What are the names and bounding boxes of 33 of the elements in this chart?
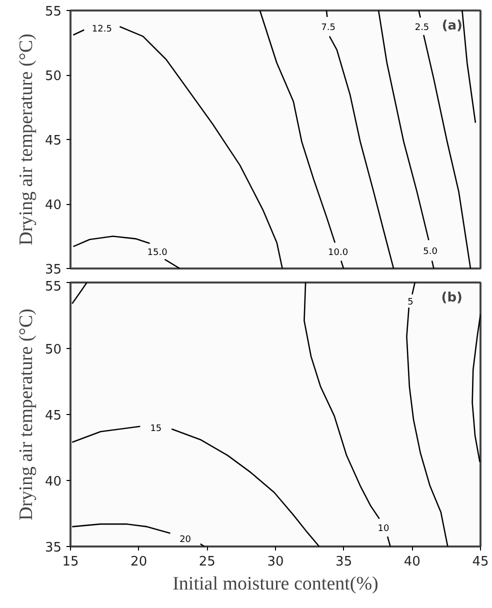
y-axis-title: Drying air temperature (°C): [16, 308, 37, 520]
y-tick-label: 50: [44, 69, 62, 84]
annotation: (b): [441, 290, 463, 306]
y-tick-label: 35: [44, 262, 62, 278]
x-tick-label: 35: [336, 554, 352, 570]
y-tick-label: 55: [44, 4, 62, 20]
series-label: 20: [180, 535, 192, 546]
y-tick-label: 55: [44, 280, 62, 294]
y-tick-label: 35: [44, 540, 62, 556]
x-tick-label: 20: [130, 554, 148, 570]
series-label: 2.5: [414, 22, 430, 33]
y-tick-label: 40: [44, 474, 62, 490]
y-axis-title: Drying air temperature (°C): [16, 34, 37, 246]
annotation: (a): [442, 18, 462, 34]
series-label: 5: [408, 297, 414, 308]
y-tick-label: 45: [44, 134, 62, 148]
series-label: 5.0: [423, 246, 438, 257]
x-tick-label: 40: [404, 554, 420, 570]
x-tick-label: 30: [267, 554, 284, 570]
x-axis-title: Initial moisture content(%): [172, 574, 378, 594]
y-tick-label: 40: [44, 198, 62, 213]
series-label: 15: [150, 424, 162, 434]
line-series: [472, 314, 480, 463]
series-label: 12.5: [92, 24, 112, 35]
series-label: 10: [378, 524, 390, 534]
series-label: 7.5: [321, 23, 336, 34]
x-tick-label: 45: [472, 554, 489, 570]
x-tick-label: 25: [198, 554, 216, 570]
series-label: 10.0: [328, 248, 348, 258]
y-tick-label: 45: [44, 408, 62, 424]
x-tick-label: 15: [62, 554, 79, 570]
y-tick-label: 50: [44, 342, 62, 358]
series-label: 15.0: [147, 248, 168, 258]
